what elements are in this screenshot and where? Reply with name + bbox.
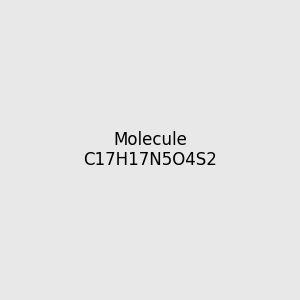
Text: Molecule
C17H17N5O4S2: Molecule C17H17N5O4S2 — [83, 130, 217, 170]
